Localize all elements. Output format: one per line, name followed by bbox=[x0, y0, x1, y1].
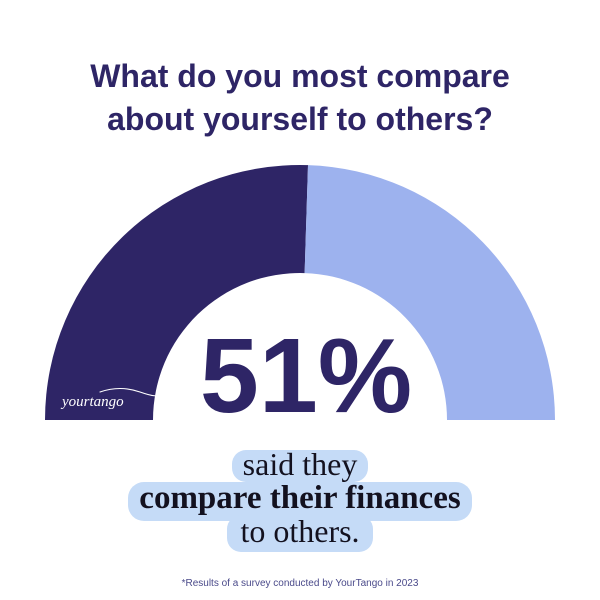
svg-text:51%: 51% bbox=[200, 317, 412, 435]
svg-text:What do you most compare: What do you most compare bbox=[90, 58, 510, 94]
svg-text:said they: said they bbox=[243, 446, 358, 482]
svg-text:yourtango: yourtango bbox=[60, 394, 124, 410]
svg-text:*Results of a survey conducted: *Results of a survey conducted by YourTa… bbox=[182, 578, 419, 589]
svg-text:about yourself to others?: about yourself to others? bbox=[107, 101, 493, 137]
svg-text:compare their finances: compare their finances bbox=[139, 480, 461, 516]
svg-text:to others.: to others. bbox=[240, 513, 359, 549]
